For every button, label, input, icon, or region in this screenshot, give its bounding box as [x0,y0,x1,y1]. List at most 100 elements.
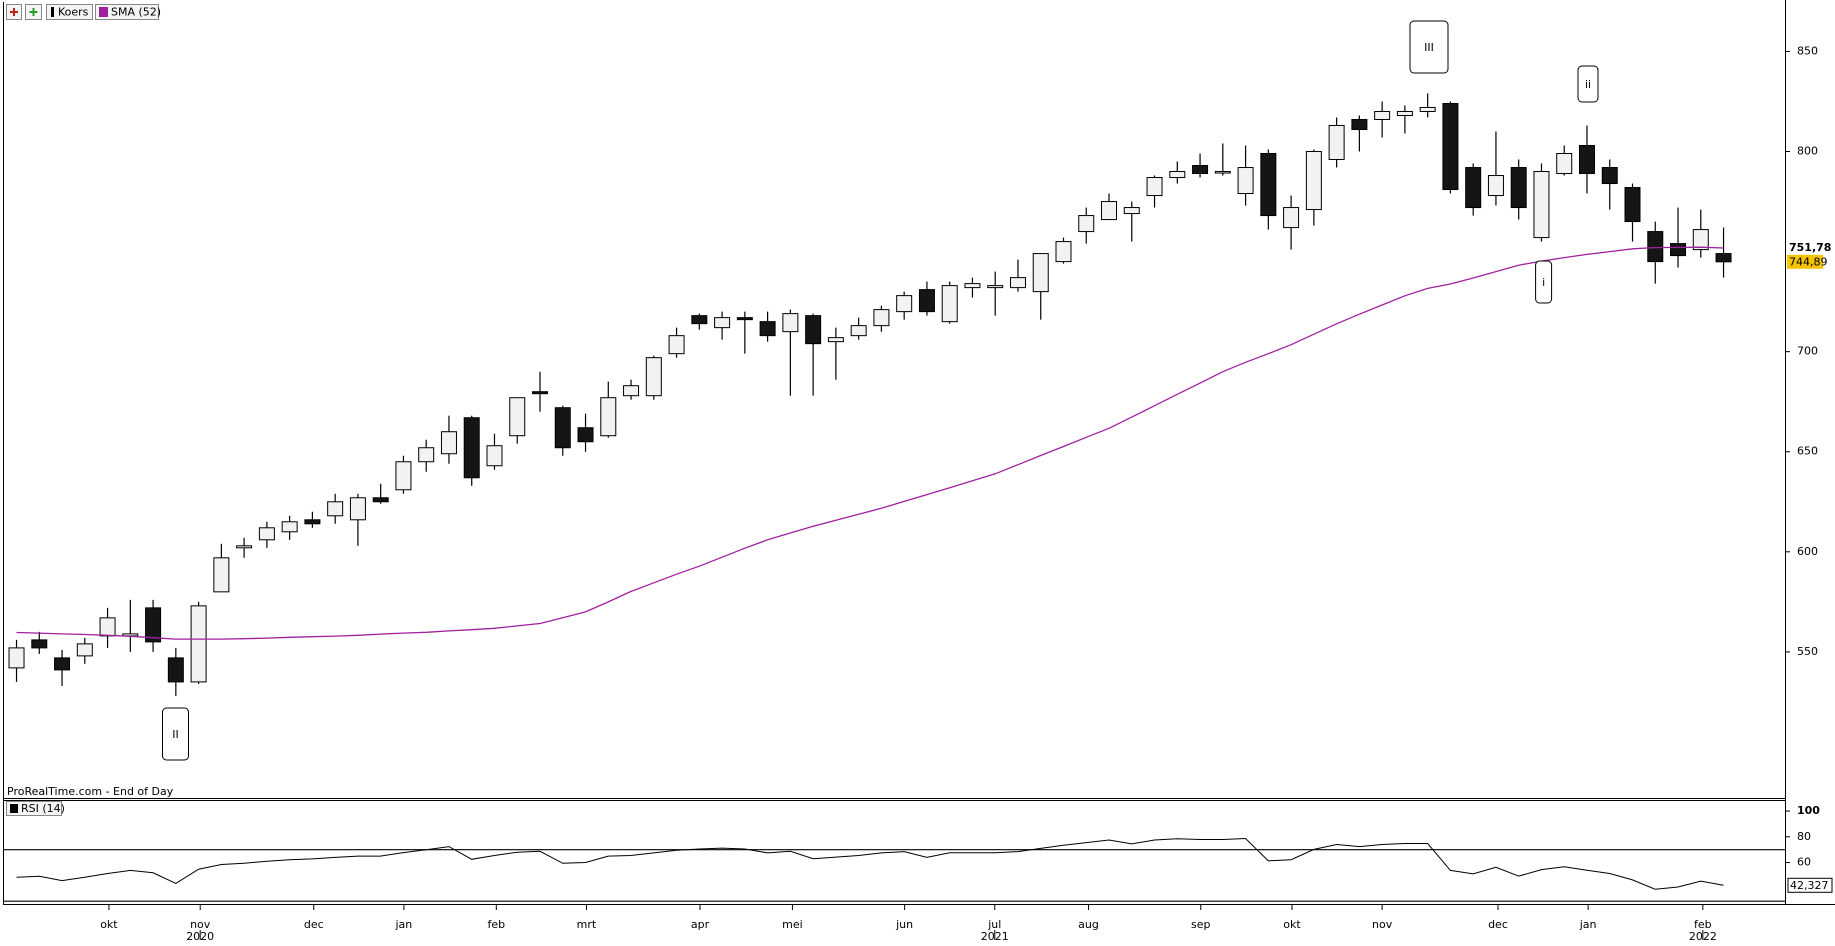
wave-label-box [1535,260,1553,304]
x-tick-label: apr [691,918,710,931]
legend-swatch [99,7,108,17]
candle-body [54,657,71,671]
y-tick-label: 600 [1797,545,1818,558]
candle-body [623,385,640,397]
candle-body [8,647,25,669]
x-tick-label: jul [987,918,1001,931]
y-tick-label: 80 [1797,830,1811,843]
candle-body [463,417,480,479]
candle-body [850,325,867,337]
candle-body [1146,177,1163,197]
candle-body [1556,153,1573,175]
sma-line [16,246,1724,640]
candle-body [1533,171,1550,239]
candle-body [987,285,1004,289]
sma-last-label: 751,78 [1789,241,1831,254]
candle-body [236,545,253,549]
candle-body [190,605,207,683]
wave-label-box [162,707,189,761]
candle-body [941,285,958,323]
legend-swatch [51,7,54,17]
legend-label: Koers [58,6,89,19]
x-tick-label: nov [190,918,211,931]
candle-body [213,557,230,593]
candle-body [1260,153,1277,217]
candle-body [1487,175,1504,197]
y-tick-label: 850 [1797,44,1818,57]
candle-body [1715,253,1732,263]
y-tick-label: 60 [1797,856,1811,869]
x-tick-label: nov [1372,918,1393,931]
x-tick-label: dec [304,918,324,931]
candle-body [304,519,321,525]
candle-body [99,617,116,637]
candle-body [1101,201,1118,221]
candle-body [76,643,93,657]
candle-body [1692,229,1709,251]
candle-body [258,527,275,541]
candle-body [918,289,935,313]
candle-body [1624,187,1641,223]
candle-body [1510,167,1527,209]
x-tick-label: aug [1078,918,1099,931]
candle-body [145,607,162,643]
candle-body [509,397,526,437]
y-tick-label: 650 [1797,445,1818,458]
wave-label: ii [1585,78,1591,91]
x-tick-label: dec [1488,918,1508,931]
year-label: 2020 [186,930,214,943]
candle-body [1032,253,1049,293]
candle-body [1237,167,1254,195]
price-last-label: 744,89 [1789,255,1828,268]
candle-body [827,337,844,343]
legend-box[interactable] [6,801,62,816]
candle-body [327,501,344,517]
wave-label: II [172,728,179,741]
candle-body [1169,171,1186,179]
candle-body [1578,145,1595,175]
legend-box[interactable] [95,4,159,20]
candle-body [418,447,435,463]
candle-body [1351,118,1368,130]
price-last-label-bg [1787,254,1823,269]
candle-body [1442,102,1459,191]
candle-body [1305,151,1322,211]
candle-body [1670,243,1687,257]
candle-body [1465,167,1482,209]
candle-body [1009,277,1026,289]
year-label: 2022 [1689,930,1717,943]
candle-body [1419,106,1436,112]
x-tick-label: sep [1191,918,1210,931]
rsi-last-label-box [1787,877,1833,893]
candle-body [1078,215,1095,233]
candle-body [1283,207,1300,229]
candle-body [668,335,685,355]
candle-body [600,397,617,437]
candle-body [532,391,549,395]
legend-swatch [10,804,18,813]
candle-body [281,521,298,533]
wave-label-box [1577,65,1599,103]
candle-body [782,313,799,333]
candle-body [805,315,822,345]
candle-body [873,309,890,327]
x-tick-label: feb [487,918,505,931]
plus-icon [10,8,18,16]
legend-label: RSI (14) [21,802,65,815]
x-tick-label: okt [1283,918,1301,931]
candle-body [440,431,457,455]
rsi-last-label: 42,327 [1790,879,1829,892]
legend-box[interactable] [46,4,93,20]
candle-body [31,639,48,649]
candle-body [736,317,753,321]
rsi-line [16,837,1724,890]
year-label: 2021 [981,930,1009,943]
candle-body [1396,110,1413,116]
wave-label-box [1409,20,1449,74]
candle-body [691,315,708,325]
candle-body [964,283,981,289]
candle-body [349,497,366,521]
plot-area [8,93,1732,696]
x-tick-label: okt [100,918,118,931]
